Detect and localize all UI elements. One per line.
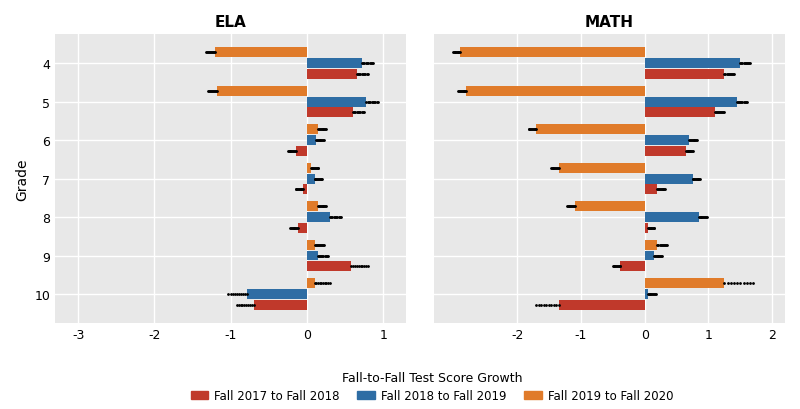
Bar xyxy=(558,164,645,173)
Bar xyxy=(298,223,307,233)
Bar xyxy=(307,213,330,222)
Bar xyxy=(307,108,353,118)
Bar xyxy=(645,240,658,250)
Bar xyxy=(307,174,314,184)
Bar xyxy=(215,48,307,58)
Bar xyxy=(645,97,737,107)
Bar xyxy=(460,48,645,58)
Bar xyxy=(536,125,645,135)
Bar xyxy=(307,136,316,146)
Bar xyxy=(645,136,690,146)
Text: Fall-to-Fall Test Score Growth: Fall-to-Fall Test Score Growth xyxy=(342,371,522,384)
Bar xyxy=(307,251,318,261)
Bar xyxy=(217,87,307,97)
Bar xyxy=(621,262,645,272)
Y-axis label: Grade: Grade xyxy=(15,158,29,200)
Bar xyxy=(645,279,725,288)
Bar xyxy=(645,174,693,184)
Bar xyxy=(558,300,645,310)
Title: MATH: MATH xyxy=(585,15,634,30)
Title: ELA: ELA xyxy=(215,15,246,30)
Bar xyxy=(307,97,366,107)
Bar xyxy=(307,262,351,272)
Bar xyxy=(574,202,645,212)
Bar xyxy=(645,289,648,299)
Bar xyxy=(307,202,318,212)
Bar xyxy=(645,223,648,233)
Bar xyxy=(307,279,314,288)
Bar xyxy=(466,87,645,97)
Bar xyxy=(295,146,307,157)
Bar xyxy=(307,164,310,173)
Bar xyxy=(645,70,725,80)
Legend: Fall 2017 to Fall 2018, Fall 2018 to Fall 2019, Fall 2019 to Fall 2020: Fall 2017 to Fall 2018, Fall 2018 to Fal… xyxy=(186,385,678,407)
Bar xyxy=(645,146,686,157)
Bar xyxy=(645,108,715,118)
Bar xyxy=(307,70,357,80)
Bar xyxy=(645,185,658,195)
Bar xyxy=(307,59,362,69)
Bar xyxy=(307,125,318,135)
Bar xyxy=(645,213,699,222)
Bar xyxy=(254,300,307,310)
Bar xyxy=(247,289,307,299)
Bar xyxy=(645,251,654,261)
Bar xyxy=(645,59,740,69)
Bar xyxy=(307,240,314,250)
Bar xyxy=(303,185,307,195)
